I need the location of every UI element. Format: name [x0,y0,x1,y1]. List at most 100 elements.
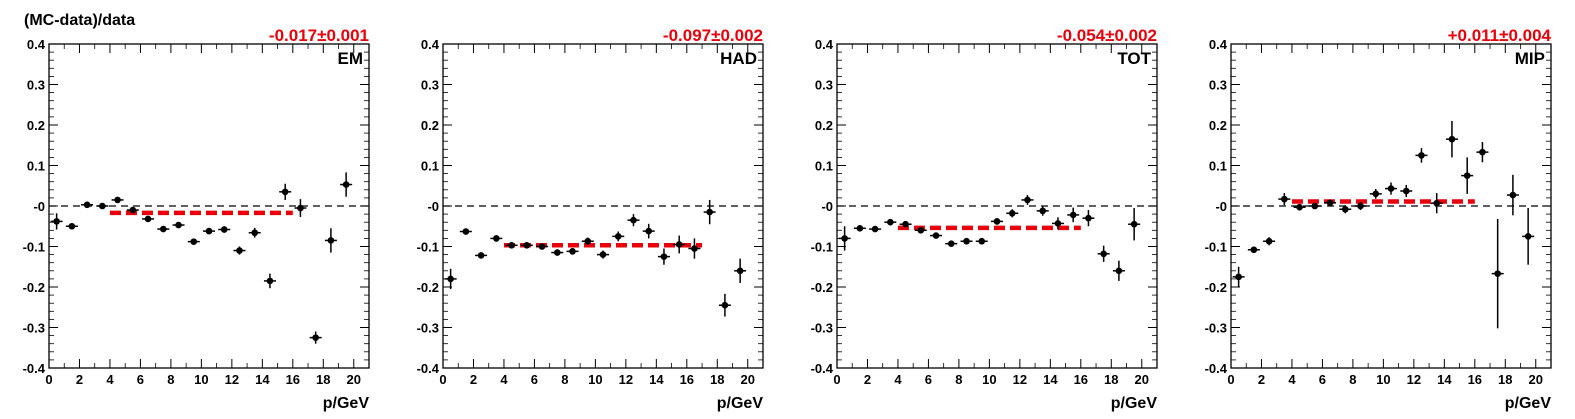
data-point [734,258,747,283]
data-point [1006,209,1019,218]
x-tick-label: 18 [710,372,724,387]
x-tick-label: 8 [561,372,568,387]
data-point [642,223,655,239]
point-marker [978,237,986,245]
data-point [111,196,124,204]
point-marker [1509,191,1517,199]
point-marker [1387,185,1395,192]
y-tick-label: -0 [33,199,45,214]
x-tick-label: 6 [531,372,538,387]
point-marker [114,196,121,204]
data-point [309,331,322,344]
data-point [444,268,457,290]
point-marker [508,241,515,249]
panel-label: MIP [1515,49,1545,68]
data-point [1415,148,1428,163]
point-marker [1008,209,1016,217]
data-point [884,218,897,226]
data-point [157,225,170,233]
data-point [1461,157,1474,194]
data-point [248,227,261,238]
data-point [566,248,579,255]
x-tick-label: 6 [137,372,144,387]
point-marker [523,241,531,249]
point-marker [1024,196,1031,204]
y-tick-label: -0.4 [23,361,46,376]
x-tick-label: 14 [1437,372,1452,387]
point-marker [706,208,713,216]
x-tick-label: 8 [1349,372,1356,387]
point-marker [1326,199,1334,207]
y-tick-label: 0.3 [27,78,45,93]
data-point [126,206,139,214]
point-marker [947,240,955,247]
y-tick-label: -0.1 [811,240,833,255]
fit-value-label: -0.097±0.002 [663,26,763,45]
point-marker [1115,267,1123,275]
point-marker [1418,152,1425,159]
data-point [838,226,851,251]
point-marker [871,225,879,233]
x-tick-label: 0 [1227,372,1234,387]
point-marker [1054,220,1062,227]
y-tick-label: -0.3 [1205,321,1227,336]
point-marker [660,253,668,260]
x-tick-label: 16 [1074,372,1088,387]
y-tick-label: -0.2 [1205,280,1227,295]
point-marker [1311,202,1319,210]
y-tick-label: -0 [427,199,439,214]
y-tick-label: -0.1 [23,240,45,255]
figure-ylabel: (MC-data)/data [24,12,135,29]
point-marker [1448,135,1456,143]
point-marker [1494,270,1501,277]
point-marker [175,221,182,229]
point-marker [630,216,637,224]
x-tick-label: 12 [619,372,633,387]
y-tick-label: -0 [821,199,833,214]
point-marker [251,229,259,237]
data-point [1522,208,1535,265]
y-tick-label: -0.2 [23,280,45,295]
point-marker [205,227,213,235]
data-point [1506,174,1519,216]
point-marker [932,232,940,239]
x-tick-label: 4 [500,372,508,387]
x-tick-label: 10 [194,372,208,387]
panel-em: -0.4 -0.3 -0.2 -0.1 -0 0.1 0.2 0.3 0.4 0 2 4 6 8 10 12 1… [23,26,370,412]
data-point [1278,193,1291,206]
data-point [218,226,231,233]
data-point [1021,195,1034,205]
data-point [81,201,94,209]
data-point [1247,246,1260,254]
data-point [324,228,337,253]
y-tick-label: 0.2 [421,118,439,133]
x-tick-label: 8 [955,372,962,387]
point-marker [1085,214,1092,222]
x-tick-label: 6 [925,372,932,387]
data-point [50,213,63,230]
fit-value-label: -0.054±0.002 [1057,26,1157,45]
y-tick-label: 0.1 [815,159,833,174]
data-point [1324,199,1337,207]
point-marker [493,235,500,242]
point-marker [675,241,683,248]
data-point [914,227,927,234]
point-marker [691,245,698,252]
point-marker [856,224,864,232]
data-point [853,224,866,232]
x-tick-label: 10 [588,372,602,387]
y-tick-label: 0.2 [1209,118,1227,133]
x-tick-label: 14 [649,372,664,387]
x-tick-label: 16 [286,372,300,387]
data-point [142,215,155,223]
y-tick-label: -0.1 [417,240,439,255]
data-point [1369,188,1382,199]
data-point [657,248,670,265]
point-marker [1479,148,1486,156]
point-marker [53,218,60,225]
point-marker [327,237,335,244]
data-point [960,237,973,245]
point-marker [236,247,243,254]
point-marker [159,225,167,233]
y-tick-label: -0.4 [1205,361,1228,376]
